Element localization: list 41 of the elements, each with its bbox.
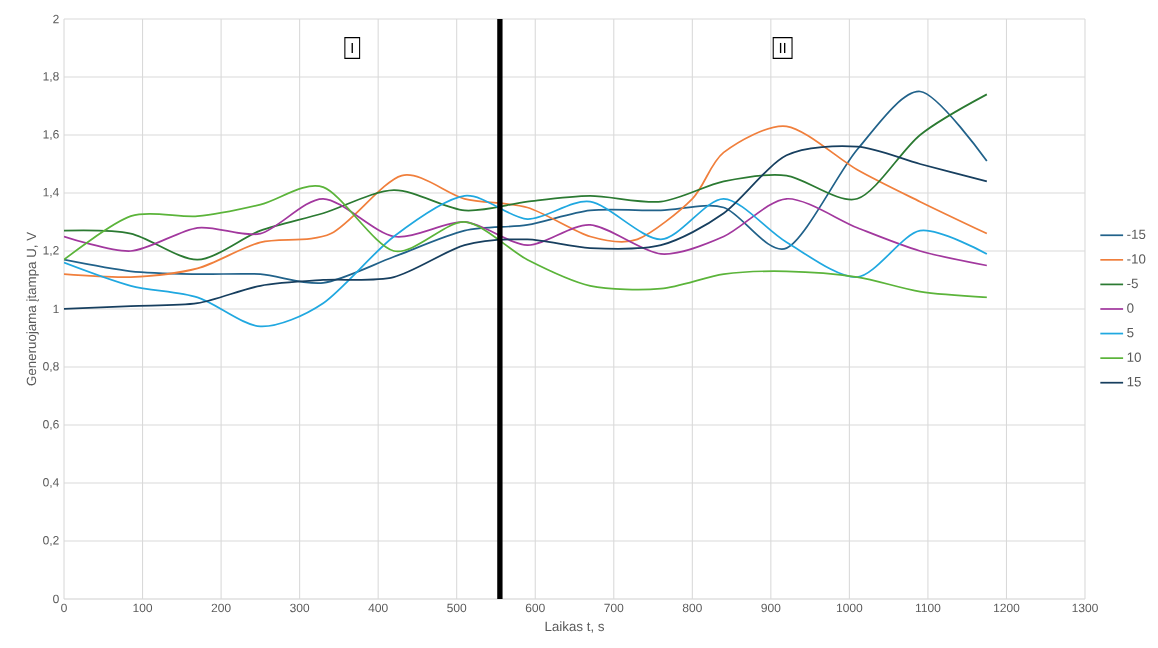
y-tick-label: 0 (53, 594, 59, 604)
y-tick-label: 1,6 (43, 130, 59, 140)
legend-label: 0 (1127, 303, 1134, 313)
x-tick-label: 700 (604, 603, 624, 613)
x-tick-label: 400 (368, 603, 388, 613)
legend-label: 10 (1127, 352, 1141, 362)
line-series (64, 145, 988, 310)
x-tick-label: 900 (761, 603, 781, 613)
x-axis-title: Laikas t, s (545, 621, 605, 633)
legend-label: -10 (1127, 254, 1146, 264)
x-tick-label: 0 (61, 603, 67, 613)
x-tick-label: 1100 (915, 603, 941, 613)
line-series (64, 125, 988, 278)
x-tick-label: 1300 (1072, 603, 1098, 613)
x-tick-label: 600 (525, 603, 545, 613)
x-tick-label: 500 (447, 603, 467, 613)
x-tick-label: 1000 (836, 603, 863, 613)
legend-label: -5 (1127, 278, 1138, 289)
x-tick-label: 1200 (994, 603, 1020, 613)
y-tick-label: 1,2 (43, 246, 59, 256)
x-tick-label: 100 (133, 603, 153, 613)
y-tick-label: 0,6 (43, 420, 59, 430)
y-axis-title: Generuojama įtampa U, V (26, 231, 39, 386)
y-tick-label: 0,4 (43, 478, 59, 488)
annotation: I (351, 42, 353, 54)
legend-label: 5 (1127, 327, 1134, 338)
y-tick-label: 0,2 (43, 536, 59, 546)
annotation: II (779, 42, 786, 54)
legend-label: 15 (1127, 377, 1141, 387)
line-series (64, 185, 988, 299)
x-tick-label: 200 (211, 603, 231, 613)
y-tick-label: 1,8 (43, 72, 59, 82)
x-tick-label: 800 (682, 603, 702, 613)
legend-label: -15 (1127, 229, 1146, 239)
y-tick-label: 1 (53, 304, 59, 314)
x-tick-label: 300 (290, 603, 310, 613)
line-series (64, 197, 988, 267)
line-series (64, 195, 988, 328)
y-tick-label: 2 (53, 14, 59, 24)
y-tick-label: 0,8 (43, 362, 59, 372)
y-tick-label: 1,4 (43, 188, 59, 198)
